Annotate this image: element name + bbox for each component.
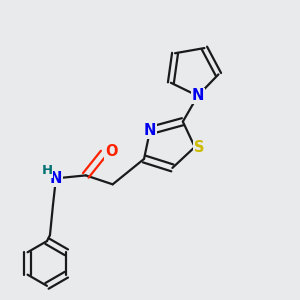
Text: O: O	[105, 144, 117, 159]
Text: N: N	[191, 88, 204, 104]
Text: N: N	[144, 123, 156, 138]
Text: H: H	[41, 164, 52, 177]
Text: S: S	[194, 140, 205, 154]
Text: N: N	[50, 171, 62, 186]
